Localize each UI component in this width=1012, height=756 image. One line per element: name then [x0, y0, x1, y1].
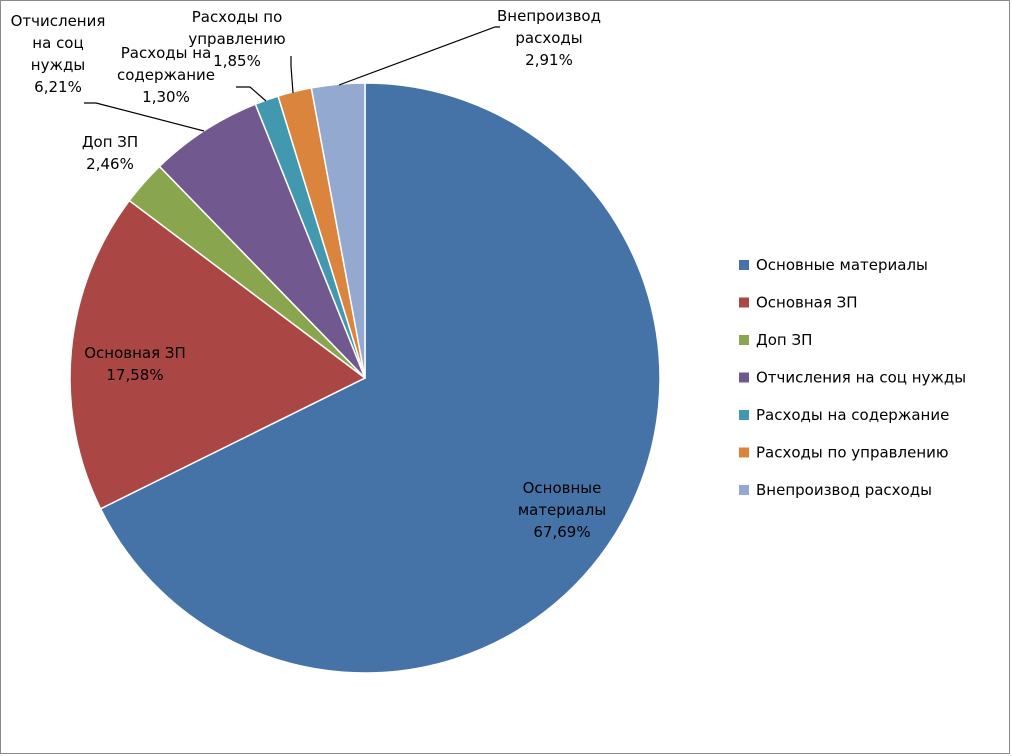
leader-line-maintenance-costs	[236, 86, 267, 102]
pie-slices	[69, 82, 661, 674]
legend-label-main-salary: Основная ЗП	[756, 294, 858, 312]
pie-slice-nonproduction-costs	[310, 82, 366, 379]
data-label-management-costs: Расходы по управлению 1,85%	[188, 8, 285, 70]
data-labels: Основные материалы 67,69% Основная ЗП 17,58%…	[11, 7, 607, 541]
data-label-main-materials: Основные материалы 67,69%	[518, 479, 606, 541]
legend-swatch-extra-salary	[739, 335, 749, 345]
legend-swatch-nonproduction-costs	[739, 485, 749, 495]
legend-swatch-main-salary	[739, 297, 749, 308]
legend-label-social-contributions: Отчисления на соц нужды	[756, 369, 966, 387]
legend-swatch-management-costs	[739, 447, 749, 458]
legend-label-extra-salary: Доп ЗП	[756, 331, 812, 349]
data-label-social-contributions: Отчисления на соц нужды 6,21%	[11, 12, 106, 96]
data-label-maintenance-costs: Расходы на содержание 1,30%	[117, 44, 215, 106]
legend-label-main-materials: Основные материалы	[756, 256, 928, 274]
leader-line-management-costs	[290, 56, 294, 94]
pie-slice-social-contributions	[158, 103, 366, 379]
legend-label-maintenance-costs: Расходы на содержание	[756, 406, 949, 424]
leader-lines	[84, 26, 500, 132]
legend-label-management-costs: Расходы по управлению	[756, 444, 949, 462]
leader-line-nonproduction-costs	[338, 26, 500, 86]
data-label-nonproduction-costs: Внепроизвод расходы 2,91%	[497, 7, 601, 69]
legend: Основные материалы Основная ЗП Доп ЗП Отчис…	[739, 256, 966, 499]
leader-line-social-contributions	[84, 102, 205, 132]
legend-swatch-maintenance-costs	[739, 410, 749, 420]
legend-swatch-main-materials	[739, 260, 749, 270]
data-label-main-salary: Основная ЗП 17,58%	[84, 344, 186, 384]
legend-label-nonproduction-costs: Внепроизвод расходы	[756, 481, 932, 499]
pie-slice-main-salary	[69, 199, 367, 510]
pie-slice-main-materials	[99, 82, 661, 674]
data-label-extra-salary: Доп ЗП 2,46%	[82, 133, 138, 173]
legend-swatch-social-contributions	[739, 372, 749, 383]
